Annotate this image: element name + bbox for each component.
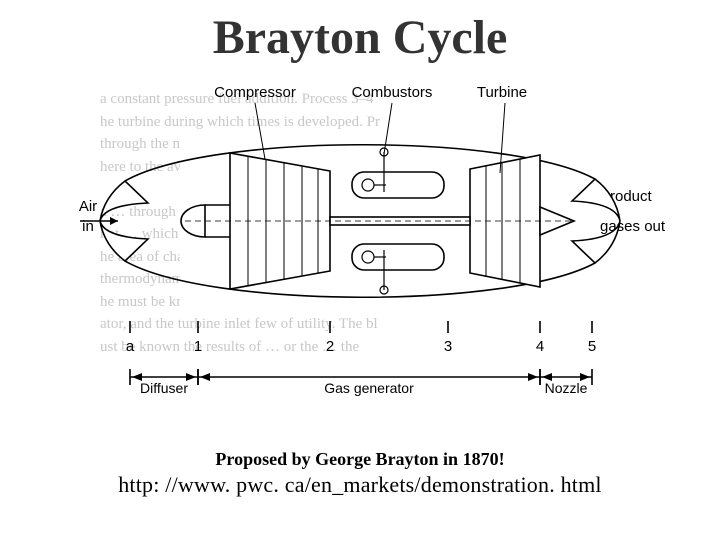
diagram-container: CompressorCombustorsTurbineAirinProductg… bbox=[40, 73, 680, 443]
page-title: Brayton Cycle bbox=[0, 10, 720, 65]
svg-text:Turbine: Turbine bbox=[477, 84, 527, 101]
svg-text:a: a bbox=[126, 338, 135, 355]
jet-engine-diagram: CompressorCombustorsTurbineAirinProductg… bbox=[40, 73, 680, 443]
svg-text:2: 2 bbox=[326, 338, 334, 355]
svg-text:Nozzle: Nozzle bbox=[545, 380, 588, 396]
svg-text:Gas generator: Gas generator bbox=[324, 380, 414, 396]
svg-text:3: 3 bbox=[444, 338, 452, 355]
svg-text:1: 1 bbox=[194, 338, 202, 355]
source-url: http: //www. pwc. ca/en_markets/demonstr… bbox=[0, 472, 720, 498]
caption: Proposed by George Brayton in 1870! bbox=[0, 449, 720, 470]
svg-text:Diffuser: Diffuser bbox=[140, 380, 188, 396]
svg-text:4: 4 bbox=[536, 338, 544, 355]
svg-text:Combustors: Combustors bbox=[352, 84, 433, 101]
svg-text:Compressor: Compressor bbox=[214, 84, 296, 101]
svg-text:5: 5 bbox=[588, 338, 596, 355]
svg-text:Air: Air bbox=[79, 198, 97, 215]
